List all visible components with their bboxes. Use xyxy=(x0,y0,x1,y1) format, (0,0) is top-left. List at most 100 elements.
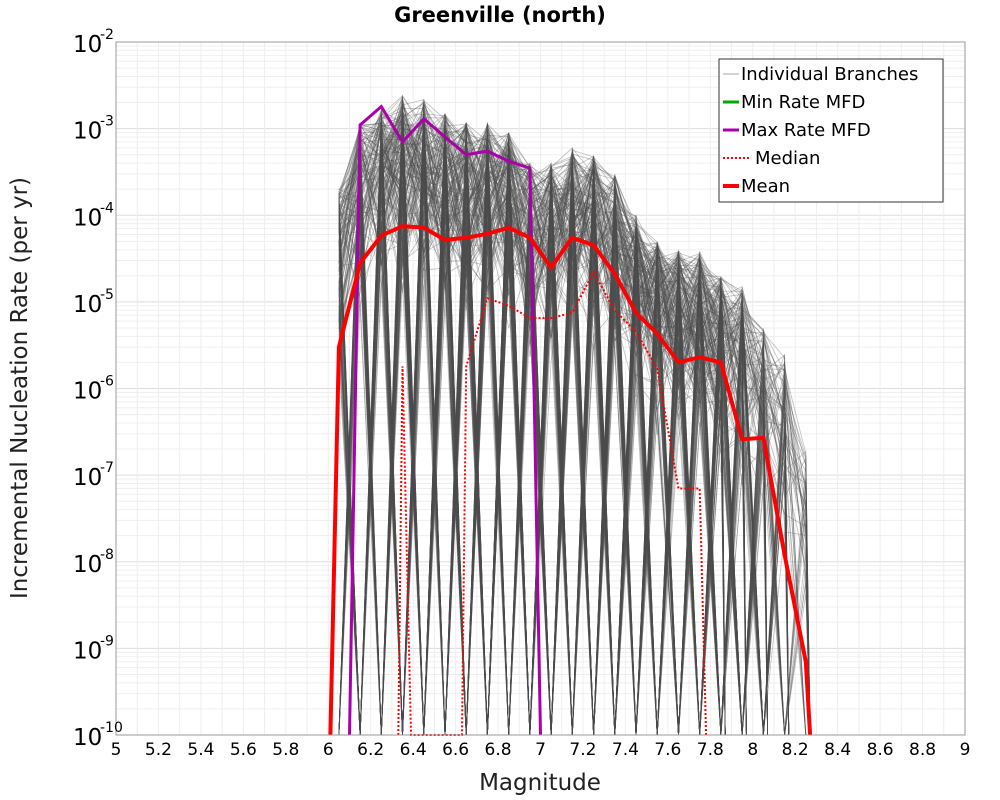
branch-line xyxy=(338,123,768,736)
branch-line xyxy=(381,129,726,736)
y-tick: 10-4 xyxy=(73,200,114,231)
branch-line xyxy=(338,115,768,736)
branch-line xyxy=(338,94,811,736)
branch-line xyxy=(380,157,768,736)
branch-line xyxy=(338,128,768,736)
y-tick-base: 10 xyxy=(73,292,102,318)
y-tick: 10-9 xyxy=(73,633,114,664)
branch-line xyxy=(359,134,811,736)
branch-line xyxy=(338,122,747,736)
x-tick-label: 7.6 xyxy=(654,740,681,760)
branch-line xyxy=(338,159,747,736)
branch-line xyxy=(380,123,768,736)
branch-line xyxy=(338,116,747,736)
branch-line xyxy=(338,114,811,736)
x-tick-label: 6.2 xyxy=(357,740,384,760)
branch-line xyxy=(338,131,811,736)
branch-line xyxy=(338,124,811,736)
branch-line xyxy=(338,147,726,736)
branch-line xyxy=(338,148,726,736)
branch-line xyxy=(380,132,790,736)
x-tick-label: 5.8 xyxy=(272,740,299,760)
branch-line xyxy=(338,122,790,736)
branch-line xyxy=(338,141,768,736)
y-tick: 10-2 xyxy=(73,27,114,58)
branch-line xyxy=(338,131,768,736)
branch-line xyxy=(338,102,726,736)
y-tick: 10-10 xyxy=(73,720,123,751)
branch-line xyxy=(338,102,726,736)
branch-line xyxy=(338,107,768,736)
branch-line xyxy=(359,133,811,736)
branch-line xyxy=(338,106,726,736)
branch-line xyxy=(338,152,747,736)
branch-line xyxy=(380,171,811,736)
branch-line xyxy=(338,126,747,736)
branch-line xyxy=(381,135,726,736)
branch-line xyxy=(380,107,768,736)
branch-line xyxy=(380,112,811,736)
x-tick-label: 8.2 xyxy=(782,740,809,760)
branch-line xyxy=(338,97,726,736)
legend-label-min-rate: Min Rate MFD xyxy=(741,92,865,113)
branch-line xyxy=(380,106,790,736)
branch-line xyxy=(380,132,768,736)
branch-line xyxy=(338,112,768,736)
branch-line xyxy=(381,106,811,736)
branch-line xyxy=(338,104,747,736)
branch-line xyxy=(359,133,811,736)
branch-line xyxy=(338,143,811,736)
branch-line xyxy=(338,117,768,736)
branch-line xyxy=(380,104,811,736)
y-tick-exponent: -10 xyxy=(100,720,123,736)
x-tick-label: 8 xyxy=(747,740,758,760)
y-tick-exponent: -7 xyxy=(100,460,114,476)
branch-line xyxy=(338,124,726,736)
branch-line xyxy=(338,137,811,736)
x-axis-label: Magnitude xyxy=(479,770,601,796)
branch-line xyxy=(338,125,811,736)
branch-line xyxy=(380,113,811,736)
branch-line xyxy=(338,150,790,736)
y-tick-base: 10 xyxy=(73,32,102,58)
branch-line xyxy=(380,111,747,736)
branch-line xyxy=(359,144,811,736)
branch-line xyxy=(338,130,811,736)
branch-line xyxy=(338,101,747,736)
branch-line xyxy=(338,163,811,736)
legend-item-mean: Mean xyxy=(723,176,790,197)
branch-line xyxy=(338,126,726,736)
branch-line xyxy=(338,134,811,736)
series-lines xyxy=(328,104,813,736)
grid xyxy=(115,42,966,736)
branch-line xyxy=(380,171,790,736)
branch-line xyxy=(380,118,726,736)
branch-line xyxy=(338,164,726,736)
branch-line xyxy=(338,122,789,736)
branch-line xyxy=(380,180,811,736)
branch-line xyxy=(338,136,768,736)
branch-line xyxy=(338,123,768,736)
branch-line xyxy=(380,123,726,736)
branch-line xyxy=(338,119,790,736)
branch-line xyxy=(338,94,811,736)
branch-line xyxy=(338,109,726,736)
branch-line xyxy=(338,141,768,736)
branch-line xyxy=(359,126,747,736)
y-axis-label: Incremental Nucleation Rate (per yr) xyxy=(7,177,33,599)
mean-line xyxy=(328,224,813,736)
y-tick-base: 10 xyxy=(73,465,102,491)
y-tick: 10-7 xyxy=(73,460,114,491)
legend-item-max-rate: Max Rate MFD xyxy=(723,120,871,141)
y-tick-base: 10 xyxy=(73,552,102,578)
branch-line xyxy=(338,121,811,736)
branch-line xyxy=(338,148,726,736)
branch-line xyxy=(338,121,747,736)
branch-line xyxy=(338,142,768,736)
legend-label-mean: Mean xyxy=(741,176,790,197)
branch-line xyxy=(380,128,726,736)
legend-item-individual-branches: Individual Branches xyxy=(723,64,918,85)
legend-label-median: Median xyxy=(755,148,820,169)
branch-line xyxy=(338,114,726,736)
branch-line xyxy=(381,123,768,736)
